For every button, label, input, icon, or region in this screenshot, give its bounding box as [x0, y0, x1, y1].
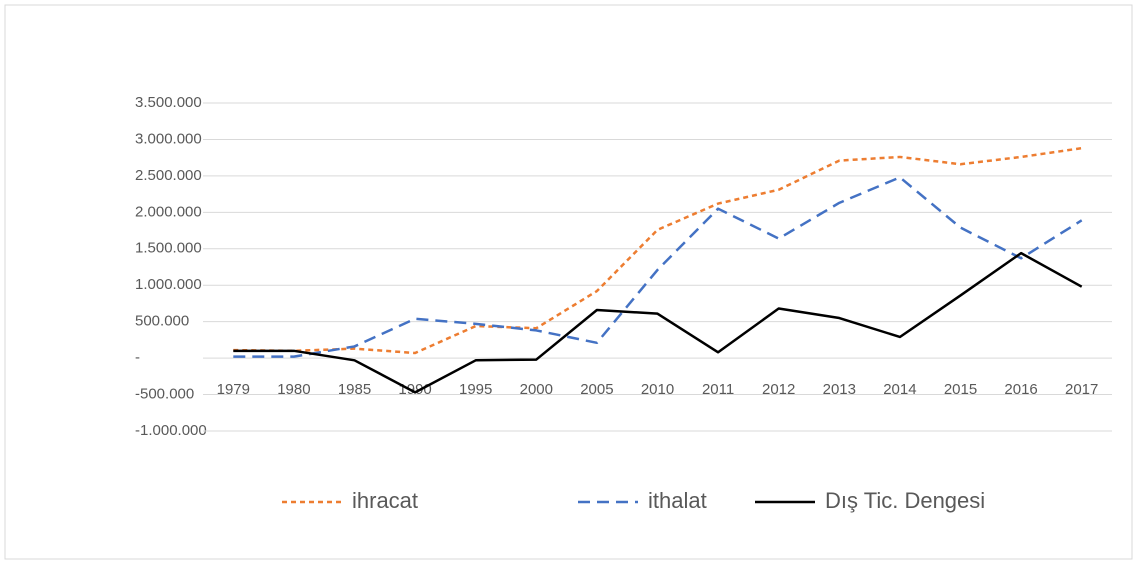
y-tick-label: 3.000.000 [135, 130, 202, 147]
x-tick-label: 2000 [520, 381, 553, 398]
x-tick-label: 2012 [762, 381, 795, 398]
chart-border [4, 4, 1133, 560]
y-tick-label: 2.500.000 [135, 167, 202, 184]
y-tick-label: 1.000.000 [135, 276, 202, 293]
y-tick-label: 2.000.000 [135, 203, 202, 220]
y-tick-label: 1.500.000 [135, 240, 202, 257]
y-tick-label: - [135, 349, 140, 366]
legend-label: ithalat [648, 488, 707, 513]
x-tick-label: 2017 [1065, 381, 1098, 398]
x-tick-label: 2005 [580, 381, 613, 398]
x-tick-label: 2014 [883, 381, 916, 398]
y-tick-label: -1.000.000 [135, 422, 207, 439]
y-tick-label: 3.500.000 [135, 94, 202, 111]
x-tick-label: 1980 [277, 381, 310, 398]
x-tick-label: 2010 [641, 381, 674, 398]
series-line [233, 176, 1083, 358]
x-tick-label: 2013 [823, 381, 856, 398]
legend-label: Dış Tic. Dengesi [825, 488, 985, 513]
series-line [233, 251, 1083, 394]
y-tick-label: -500.000 [135, 386, 194, 403]
y-tick-label: 500.000 [135, 313, 189, 330]
x-tick-label: 2011 [702, 381, 734, 398]
x-tick-label: 1995 [459, 381, 492, 398]
legend-label: ihracat [352, 488, 418, 513]
x-tick-label: 1979 [217, 381, 250, 398]
x-tick-label: 1985 [338, 381, 371, 398]
x-tick-label: 1990 [398, 381, 431, 398]
x-tick-label: 2016 [1004, 381, 1037, 398]
x-tick-label: 2015 [944, 381, 977, 398]
